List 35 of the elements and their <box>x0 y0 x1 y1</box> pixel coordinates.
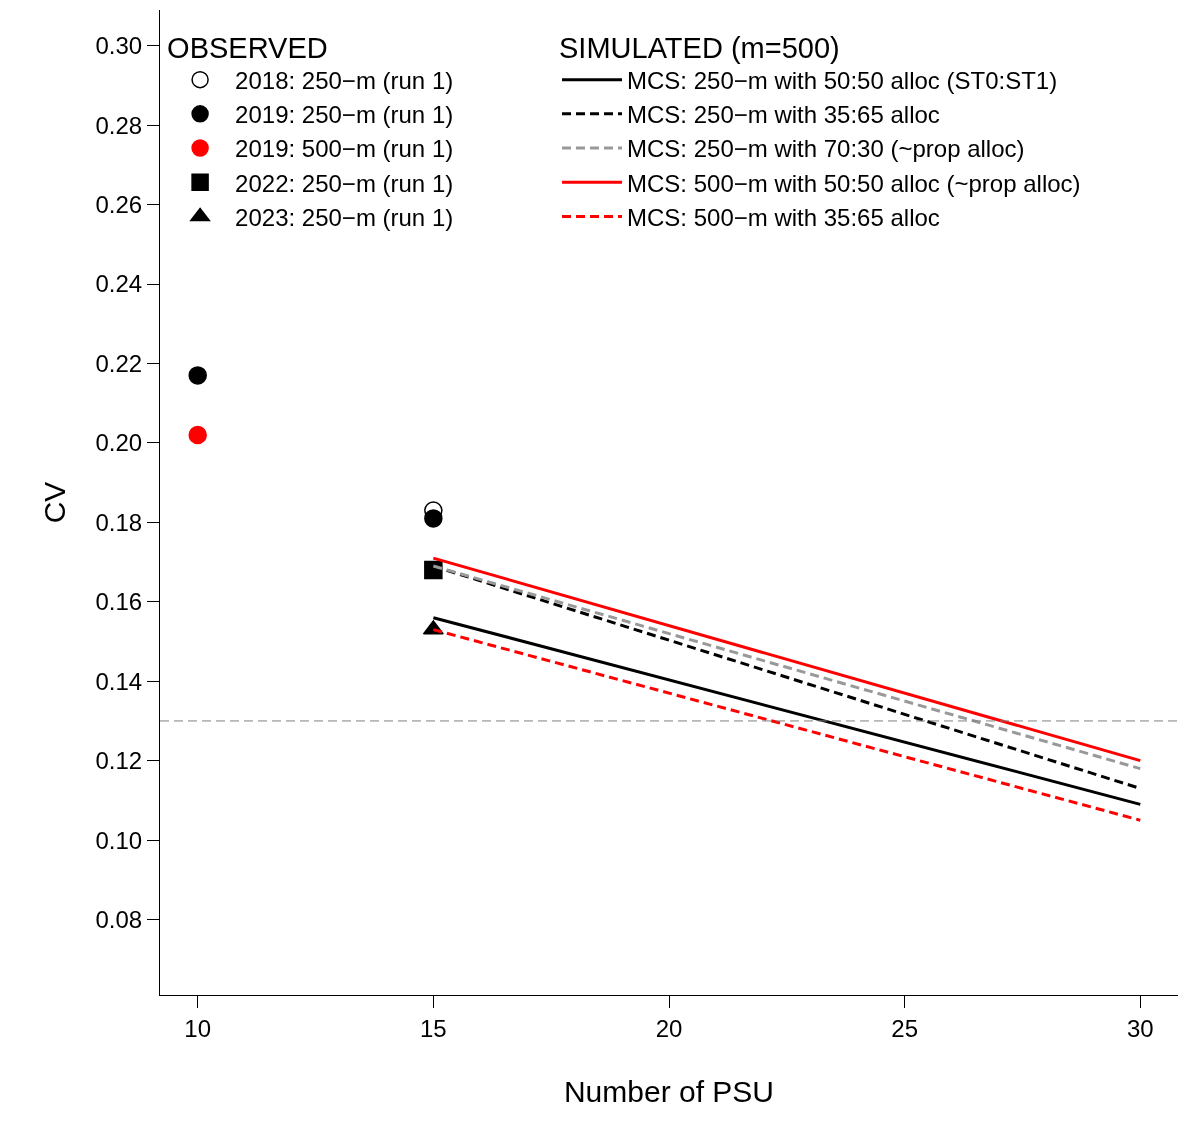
y-tick-label: 0.24 <box>95 270 143 298</box>
point <box>188 366 207 385</box>
point <box>188 425 207 445</box>
legend-label: 2019: 500−m (run 1) <box>235 135 454 163</box>
point <box>424 509 443 528</box>
y-tick-label: 0.16 <box>95 588 143 616</box>
x-tick-label: 30 <box>1126 1014 1154 1042</box>
x-tick-label: 15 <box>420 1014 447 1042</box>
x-axis-title: Number of PSU <box>563 1075 775 1109</box>
legend-label: 2018: 250−m (run 1) <box>235 67 454 95</box>
legend-label: MCS: 250−m with 50:50 alloc (ST0:ST1) <box>627 67 1058 95</box>
y-axis-title: CV <box>38 481 72 524</box>
y-tick-label: 0.22 <box>95 349 143 377</box>
text: OBSERVED <box>167 31 328 64</box>
legend-label: 2022: 250−m (run 1) <box>235 169 454 197</box>
legend-label: 2023: 250−m (run 1) <box>235 203 454 231</box>
y-tick-label: 0.08 <box>95 905 143 933</box>
legend-label: 2019: 250−m (run 1) <box>235 101 454 129</box>
y-tick-label: 0.20 <box>95 429 143 457</box>
text: SIMULATED (m=500) <box>559 31 840 64</box>
x-tick-label: 25 <box>891 1014 918 1042</box>
y-tick-label: 0.26 <box>95 191 143 219</box>
y-tick-label: 0.30 <box>95 32 143 60</box>
legend-label: MCS: 500−m with 50:50 alloc (~prop alloc) <box>627 169 1081 197</box>
legend-label: MCS: 500−m with 35:65 alloc <box>627 203 940 231</box>
legend-label: MCS: 250−m with 35:65 alloc <box>627 101 940 129</box>
y-tick-label: 0.18 <box>95 508 143 536</box>
x-tick-label: 10 <box>184 1014 212 1042</box>
y-tick-label: 0.12 <box>95 747 143 775</box>
y-tick-label: 0.10 <box>95 826 143 854</box>
x-tick-label: 20 <box>655 1014 683 1042</box>
point <box>424 560 443 580</box>
y-tick-label: 0.14 <box>95 667 143 695</box>
y-tick-label: 0.28 <box>95 111 143 139</box>
legend-label: MCS: 250−m with 70:30 (~prop alloc) <box>627 135 1025 163</box>
